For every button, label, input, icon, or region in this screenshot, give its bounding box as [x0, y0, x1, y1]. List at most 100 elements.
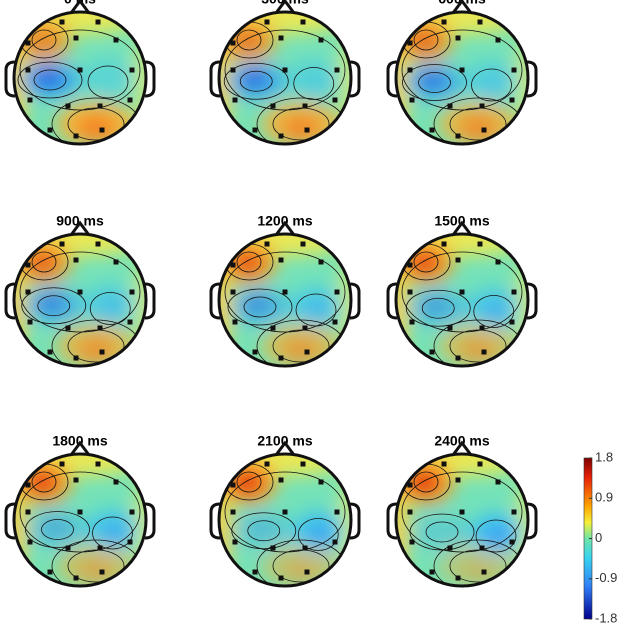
electrode	[459, 67, 465, 73]
ear-left	[209, 60, 221, 98]
blob	[283, 558, 319, 582]
ear-right	[349, 502, 361, 540]
electrode	[300, 461, 306, 467]
electrode	[495, 37, 501, 43]
blob	[484, 522, 512, 550]
electrode	[77, 67, 83, 73]
electrode	[27, 97, 33, 103]
blob	[78, 558, 114, 582]
electrode	[25, 40, 31, 46]
topomap	[4, 0, 156, 146]
electrode	[73, 35, 79, 41]
contour	[87, 65, 129, 99]
electrode	[477, 241, 483, 247]
blob	[231, 27, 263, 53]
nose	[451, 440, 473, 456]
contour	[31, 471, 57, 493]
contour	[224, 29, 346, 111]
electrode	[252, 349, 258, 355]
contour	[272, 329, 330, 363]
ear-left	[386, 282, 398, 320]
electrode	[73, 133, 79, 139]
contour	[92, 516, 133, 550]
electrode	[264, 241, 270, 247]
electrode	[47, 349, 53, 355]
contour	[405, 289, 471, 327]
contour	[421, 297, 455, 319]
electrode	[407, 40, 413, 46]
electrode	[73, 257, 79, 263]
blob	[460, 338, 496, 362]
electrode	[59, 241, 65, 247]
blob	[78, 116, 114, 140]
blob	[100, 519, 129, 547]
ear-left	[386, 60, 398, 98]
electrode	[95, 241, 101, 247]
contour	[31, 29, 57, 51]
blob	[26, 249, 58, 275]
blob	[231, 469, 263, 495]
ear-left	[4, 282, 16, 320]
blob	[304, 296, 332, 324]
electrode	[278, 35, 284, 41]
topomap	[4, 220, 156, 368]
electrode	[282, 67, 288, 73]
electrode	[270, 103, 276, 109]
contour	[413, 471, 439, 493]
electrode	[27, 539, 33, 545]
electrode	[429, 349, 435, 355]
blob	[283, 338, 319, 362]
electrode	[65, 545, 71, 551]
nose	[274, 440, 296, 456]
electrode	[479, 545, 485, 551]
contour	[67, 107, 125, 141]
electrode	[302, 325, 308, 331]
electrode	[25, 482, 31, 488]
electrode	[129, 289, 135, 295]
electrode	[264, 19, 270, 25]
electrode	[481, 127, 487, 133]
contours	[401, 463, 523, 586]
ear-left	[4, 60, 16, 98]
colorbar-tick-label: -1.8	[595, 610, 617, 625]
contour	[19, 471, 141, 553]
ear-right	[526, 502, 538, 540]
contour	[243, 296, 277, 318]
head	[12, 232, 148, 368]
electrode	[77, 289, 83, 295]
contour	[471, 68, 512, 102]
electrode	[511, 289, 517, 295]
electrode	[509, 97, 515, 103]
electrode	[73, 477, 79, 483]
electrode	[113, 259, 119, 265]
electrode	[409, 97, 415, 103]
contour	[37, 295, 71, 317]
colorbar-tick-label: 1.8	[595, 449, 613, 464]
electrode	[479, 325, 485, 331]
electrode	[47, 127, 53, 133]
electrode	[95, 461, 101, 467]
contours	[224, 243, 346, 366]
electrode	[302, 545, 308, 551]
electrode	[429, 127, 435, 133]
electrode	[511, 67, 517, 73]
colorbar-tick-label: -0.9	[595, 570, 617, 585]
electrode	[304, 349, 310, 355]
electrode	[407, 289, 413, 295]
contour	[473, 295, 515, 328]
topomap	[209, 440, 361, 588]
map	[14, 12, 146, 144]
electrode	[318, 479, 324, 485]
electrode	[441, 241, 447, 247]
topomap	[209, 0, 361, 146]
blob	[26, 27, 58, 53]
ear-right	[144, 60, 156, 98]
nose	[69, 220, 91, 236]
electrode	[270, 325, 276, 331]
ear-right	[144, 502, 156, 540]
contour	[227, 288, 293, 326]
electrode	[278, 477, 284, 483]
electrode	[407, 509, 413, 515]
electrode	[129, 67, 135, 73]
electrode	[127, 97, 133, 103]
